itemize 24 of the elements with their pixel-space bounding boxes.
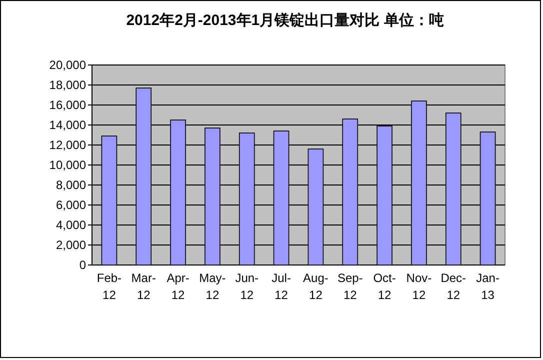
y-tick-label: 10,000 xyxy=(49,158,86,172)
x-tick-label: May-12 xyxy=(199,271,226,302)
x-tick-label: Feb-12 xyxy=(96,271,122,302)
y-tick-label: 18,000 xyxy=(49,78,86,92)
x-tick-label: Sep-12 xyxy=(337,271,363,302)
y-tick-label: 14,000 xyxy=(49,118,86,132)
x-tick-label: Jan-13 xyxy=(476,271,500,302)
x-tick-label: Mar-12 xyxy=(131,271,156,302)
x-tick-label: Jun-12 xyxy=(235,271,259,302)
y-tick-label: 0 xyxy=(79,258,86,272)
y-tick-label: 2,000 xyxy=(56,238,86,252)
y-tick-label: 12,000 xyxy=(49,138,86,152)
y-tick-label: 6,000 xyxy=(56,198,86,212)
x-tick-label: Nov-12 xyxy=(406,271,432,302)
y-tick-label: 4,000 xyxy=(56,218,86,232)
chart-title: 2012年2月-2013年1月镁锭出口量对比 单位：吨 xyxy=(126,12,444,29)
x-tick-label: Oct-12 xyxy=(373,271,396,302)
y-tick-label: 20,000 xyxy=(49,58,86,72)
y-tick-label: 16,000 xyxy=(49,98,86,112)
x-tick-label: Dec-12 xyxy=(440,271,466,302)
x-tick-label: Apr-12 xyxy=(166,271,190,302)
y-tick-label: 8,000 xyxy=(56,178,86,192)
x-tick-label: Jul-12 xyxy=(272,271,291,302)
x-tick-label: Aug-12 xyxy=(303,271,328,302)
